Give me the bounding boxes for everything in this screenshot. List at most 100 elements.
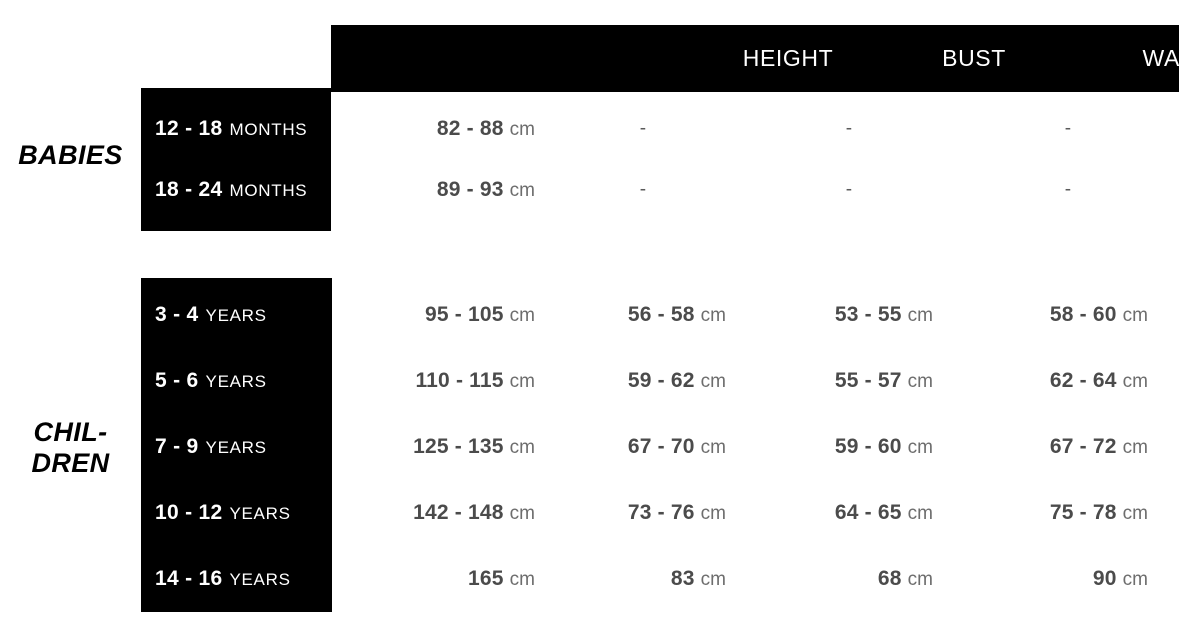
- cell-babies-0-waist: -: [749, 116, 949, 142]
- cell-value: -: [1064, 179, 1072, 200]
- cell-children-0-waist: 53 - 55 cm: [633, 302, 933, 328]
- age-label-babies-0: 12 - 18 MONTHS: [155, 116, 307, 142]
- age-unit: MONTHS: [229, 181, 308, 200]
- cell-babies-1-hips: -: [968, 177, 1168, 203]
- cell-value: 55 - 57: [834, 369, 902, 392]
- age-label-babies-1: 18 - 24 MONTHS: [155, 177, 307, 203]
- cell-value: 110 - 115: [415, 369, 504, 392]
- cell-children-3-height: 142 - 148 cm: [235, 500, 535, 526]
- cell-value: -: [845, 118, 853, 139]
- cell-babies-1-height: 89 - 93 cm: [235, 177, 535, 203]
- cell-unit: cm: [509, 371, 535, 392]
- group-label-babies: BABIES: [18, 140, 123, 170]
- cell-value: 90: [1092, 567, 1117, 590]
- age-block-babies: [141, 88, 331, 231]
- age-unit: YEARS: [229, 570, 291, 589]
- cell-unit: cm: [700, 503, 726, 524]
- cell-children-1-height: 110 - 115 cm: [235, 368, 535, 394]
- cell-children-4-waist: 68 cm: [633, 566, 933, 592]
- cell-value: 68: [877, 567, 902, 590]
- cell-children-1-bust: 59 - 62 cm: [426, 368, 726, 394]
- cell-unit: cm: [700, 569, 726, 590]
- age-unit: YEARS: [205, 306, 267, 325]
- cell-babies-1-waist: -: [749, 177, 949, 203]
- cell-value: 67 - 70: [627, 435, 695, 458]
- cell-value: 142 - 148: [413, 501, 504, 524]
- cell-value: 56 - 58: [627, 303, 695, 326]
- age-unit: YEARS: [205, 438, 267, 457]
- column-header-waist: WAIST: [1142, 45, 1200, 71]
- cell-unit: cm: [907, 437, 933, 458]
- cell-unit: cm: [1122, 437, 1148, 458]
- cell-value: 59 - 62: [627, 369, 695, 392]
- cell-value: -: [1064, 118, 1072, 139]
- cell-unit: cm: [509, 569, 535, 590]
- cell-unit: cm: [1122, 503, 1148, 524]
- cell-babies-0-height: 82 - 88 cm: [235, 116, 535, 142]
- age-block-children: [141, 278, 332, 612]
- cell-unit: cm: [1122, 371, 1148, 392]
- cell-unit: cm: [509, 119, 535, 140]
- cell-value: 59 - 60: [834, 435, 902, 458]
- cell-children-4-height: 165 cm: [235, 566, 535, 592]
- cell-children-2-waist: 59 - 60 cm: [633, 434, 933, 460]
- cell-unit: cm: [509, 437, 535, 458]
- cell-children-1-waist: 55 - 57 cm: [633, 368, 933, 394]
- age-unit: MONTHS: [229, 120, 308, 139]
- cell-children-1-hips: 62 - 64 cm: [848, 368, 1148, 394]
- cell-unit: cm: [907, 503, 933, 524]
- cell-children-2-bust: 67 - 70 cm: [426, 434, 726, 460]
- cell-unit: cm: [907, 371, 933, 392]
- age-range: 5 - 6: [155, 369, 199, 392]
- cell-children-0-height: 95 - 105 cm: [235, 302, 535, 328]
- cell-unit: cm: [1122, 305, 1148, 326]
- cell-value: 67 - 72: [1049, 435, 1117, 458]
- column-header-height: HEIGHT: [742, 45, 834, 71]
- cell-children-4-hips: 90 cm: [848, 566, 1148, 592]
- cell-value: 58 - 60: [1049, 303, 1117, 326]
- age-label-children-4: 14 - 16 YEARS: [155, 566, 291, 592]
- cell-children-3-waist: 64 - 65 cm: [633, 500, 933, 526]
- cell-unit: cm: [700, 371, 726, 392]
- cell-value: 53 - 55: [834, 303, 902, 326]
- cell-babies-0-bust: -: [543, 116, 743, 142]
- cell-value: -: [845, 179, 853, 200]
- group-label-children: CHIL- DREN: [31, 417, 110, 479]
- cell-unit: cm: [700, 437, 726, 458]
- age-label-children-3: 10 - 12 YEARS: [155, 500, 291, 526]
- cell-unit: cm: [509, 305, 535, 326]
- cell-children-3-hips: 75 - 78 cm: [848, 500, 1148, 526]
- age-unit: YEARS: [205, 372, 267, 391]
- column-header-bust: BUST: [942, 45, 1006, 71]
- cell-babies-0-hips: -: [968, 116, 1168, 142]
- table-header-bar: HEIGHTBUSTWAISTHIPS: [331, 25, 1200, 92]
- cell-value: 62 - 64: [1049, 369, 1117, 392]
- cell-children-4-bust: 83 cm: [426, 566, 726, 592]
- cell-children-2-hips: 67 - 72 cm: [848, 434, 1148, 460]
- cell-value: 89 - 93: [436, 178, 504, 201]
- cell-value: 125 - 135: [413, 435, 504, 458]
- age-range: 10 - 12: [155, 501, 223, 524]
- age-range: 12 - 18: [155, 117, 223, 140]
- age-range: 7 - 9: [155, 435, 199, 458]
- cell-children-2-height: 125 - 135 cm: [235, 434, 535, 460]
- age-range: 18 - 24: [155, 178, 223, 201]
- cell-children-0-hips: 58 - 60 cm: [848, 302, 1148, 328]
- cell-value: 73 - 76: [627, 501, 695, 524]
- cell-unit: cm: [1122, 569, 1148, 590]
- age-unit: YEARS: [229, 504, 291, 523]
- age-label-children-0: 3 - 4 YEARS: [155, 302, 267, 328]
- cell-children-0-bust: 56 - 58 cm: [426, 302, 726, 328]
- cell-unit: cm: [907, 569, 933, 590]
- cell-unit: cm: [509, 503, 535, 524]
- cell-unit: cm: [509, 180, 535, 201]
- cell-value: 165: [468, 567, 504, 590]
- cell-babies-1-bust: -: [543, 177, 743, 203]
- cell-unit: cm: [700, 305, 726, 326]
- cell-value: -: [639, 118, 647, 139]
- cell-unit: cm: [907, 305, 933, 326]
- age-range: 3 - 4: [155, 303, 199, 326]
- age-label-children-1: 5 - 6 YEARS: [155, 368, 267, 394]
- cell-value: 95 - 105: [425, 303, 504, 326]
